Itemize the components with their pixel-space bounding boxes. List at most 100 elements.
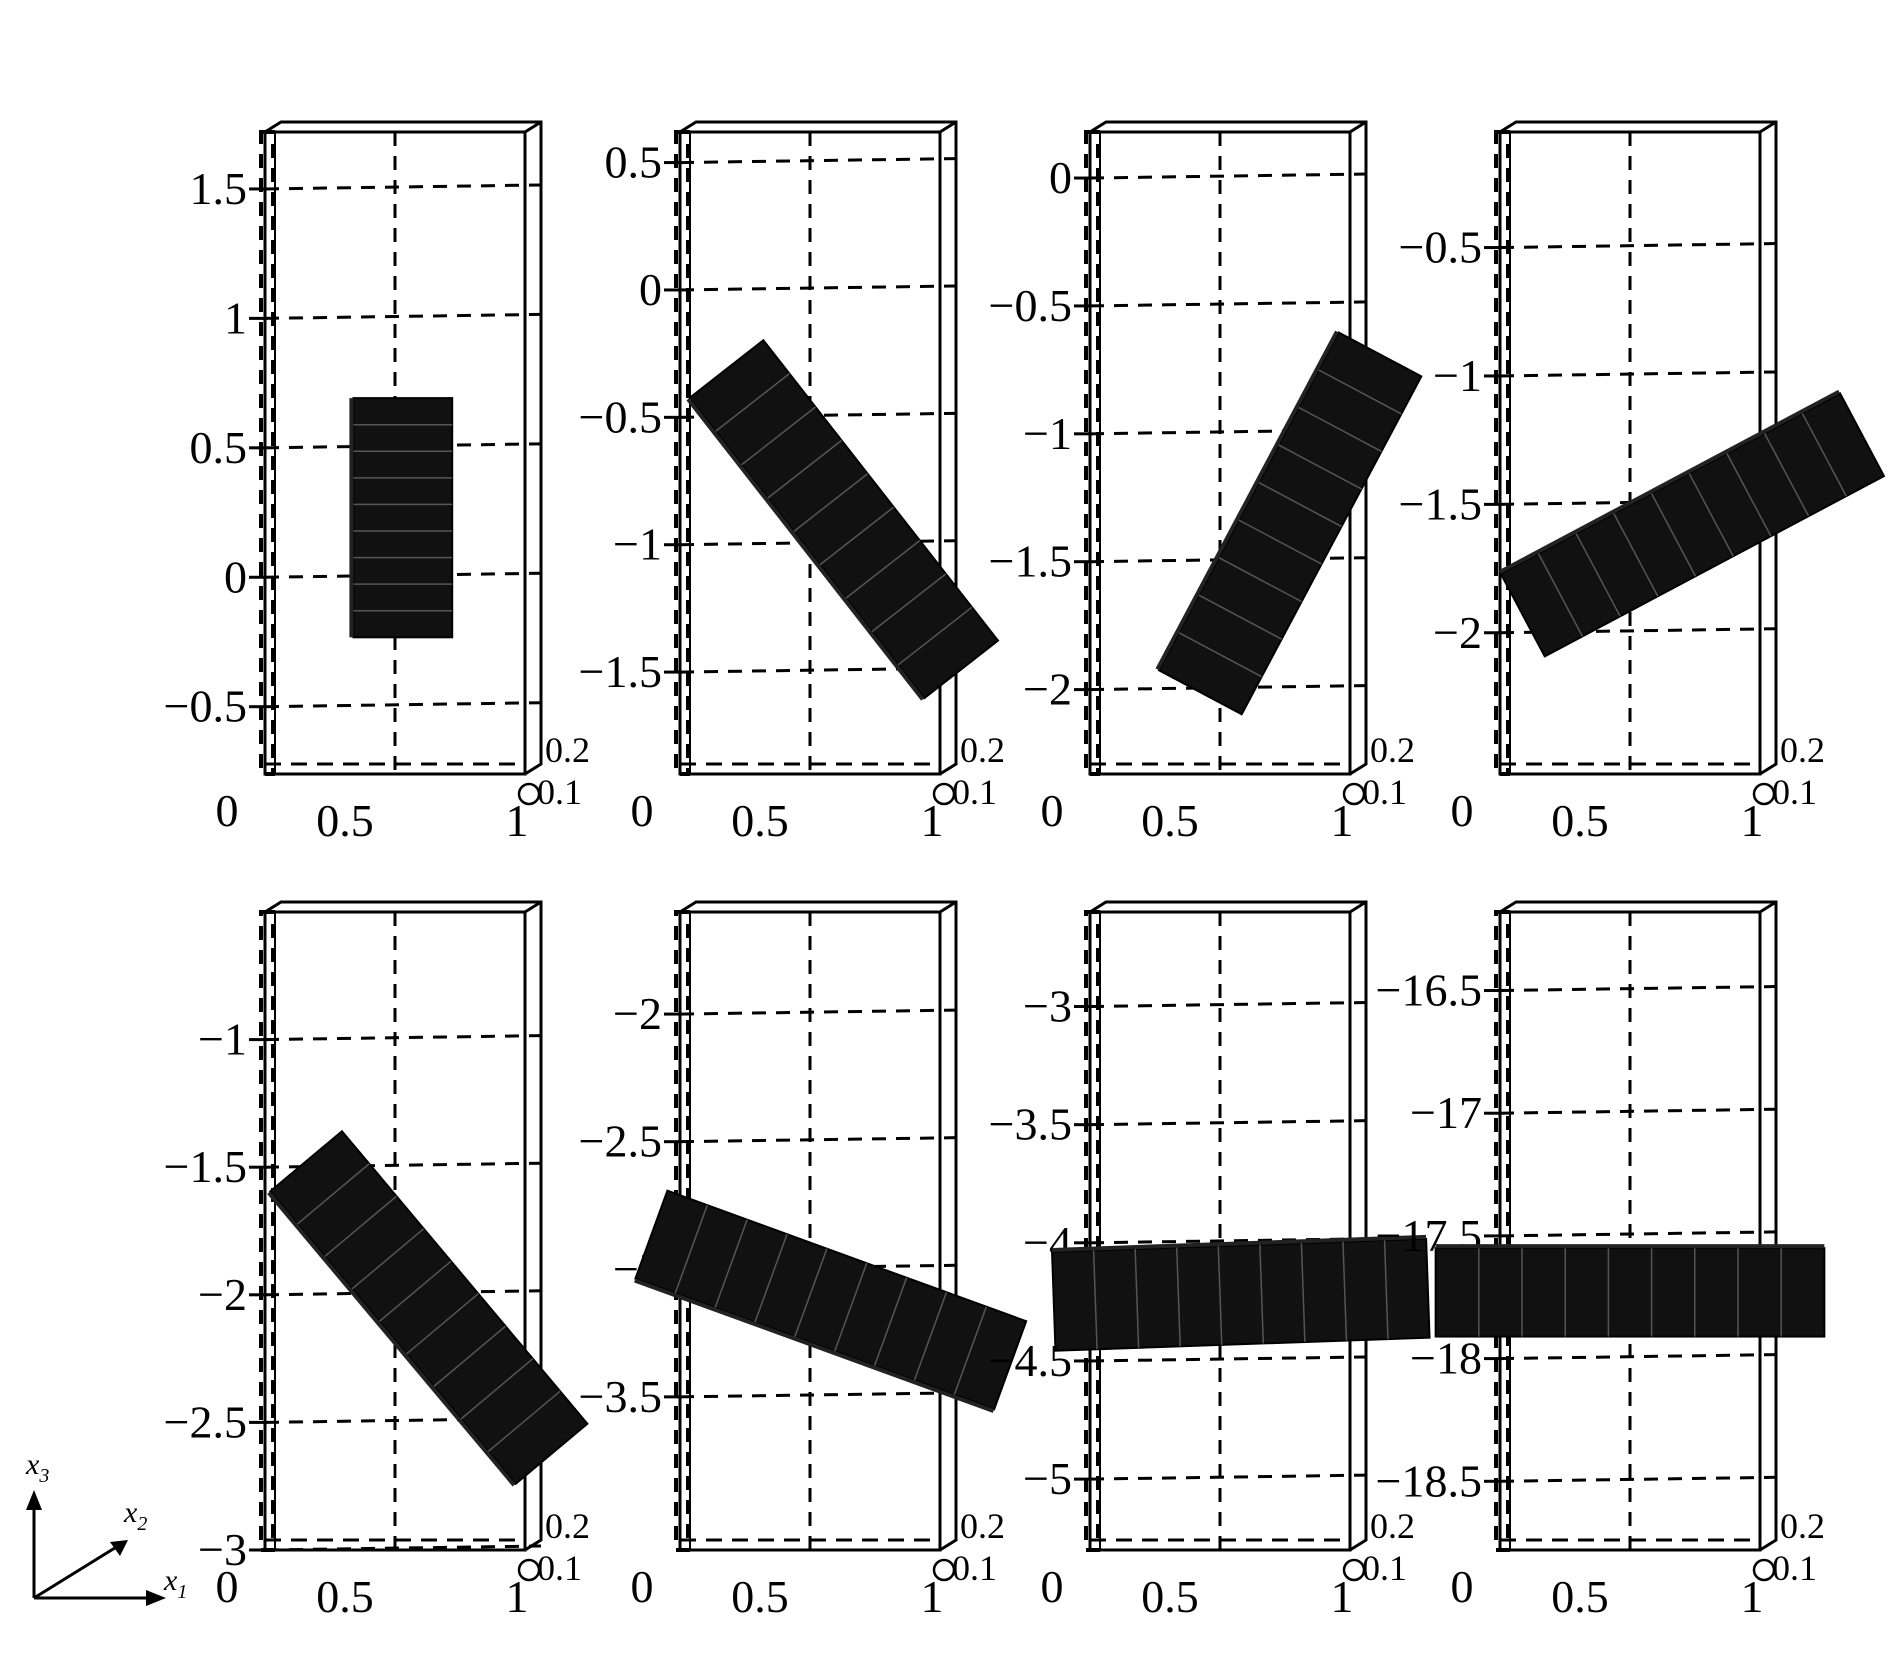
panel-6: −2−2.5−3−3.50 0.5 10.20.1 bbox=[579, 900, 1028, 1622]
y-tick-label: −17 bbox=[1410, 1087, 1482, 1138]
x2-axis-arrow bbox=[33, 1544, 119, 1600]
panel-2: 0.5 0 −0.5 −1 −1.5 0 0.5 1 0.20.1 bbox=[579, 120, 1005, 846]
x-tick-label: 1 bbox=[506, 1571, 529, 1622]
x-tick-label: 0.5 bbox=[316, 795, 374, 846]
y-tick-label: −3 bbox=[1023, 981, 1072, 1032]
body-rib bbox=[741, 406, 816, 466]
grid-horizontal bbox=[1499, 1475, 1777, 1483]
body-rib bbox=[1575, 533, 1621, 617]
depth-tick-label: 0.2 bbox=[545, 1506, 590, 1546]
floating-body bbox=[267, 1129, 589, 1487]
y-tick-label: 1.5 bbox=[190, 163, 248, 214]
y-tick-label: −2 bbox=[198, 1269, 247, 1320]
x-tick-label: 0 bbox=[216, 1561, 239, 1612]
left-wall bbox=[1494, 910, 1510, 1552]
grid-horizontal bbox=[679, 1008, 957, 1016]
y-tick-label: 0 bbox=[1049, 152, 1072, 203]
body-rib bbox=[1198, 594, 1282, 640]
body-rib bbox=[1801, 413, 1847, 497]
y-tick-label: −1 bbox=[613, 519, 662, 570]
depth-tick-label: 0.1 bbox=[1362, 772, 1407, 812]
body-edge bbox=[267, 1191, 516, 1487]
depth-origin-marker bbox=[1342, 782, 1366, 806]
box-edge bbox=[1759, 120, 1777, 134]
floating-body bbox=[1434, 1244, 1826, 1338]
x-tick-label: 0.5 bbox=[1551, 795, 1609, 846]
body-rib bbox=[794, 1248, 828, 1337]
body-rib bbox=[754, 1233, 788, 1323]
depth-origin-marker bbox=[1752, 1558, 1776, 1582]
depth-tick-label: 0.1 bbox=[952, 772, 997, 812]
body-rib bbox=[793, 473, 869, 532]
x-tick-label: 0 bbox=[1451, 1561, 1474, 1612]
body-rib bbox=[1613, 513, 1659, 597]
body-rib bbox=[1763, 433, 1810, 517]
body-rib bbox=[897, 606, 973, 666]
depth-tick-label: 0.2 bbox=[960, 1506, 1005, 1546]
grid-horizontal bbox=[264, 1034, 542, 1042]
x-tick-label: 1 bbox=[921, 795, 944, 846]
depth-origin-marker bbox=[932, 782, 956, 806]
body-shape bbox=[688, 338, 1000, 700]
x-tick-label: 0 bbox=[1451, 785, 1474, 836]
x3-arrowhead bbox=[26, 1490, 42, 1510]
depth-tick-label: 0.2 bbox=[1370, 730, 1415, 770]
body-shape bbox=[1499, 392, 1886, 658]
y-tick-label: −2 bbox=[613, 988, 662, 1039]
grid-horizontal bbox=[1499, 1107, 1777, 1115]
y-tick-label: −3 bbox=[198, 1524, 247, 1575]
y-tick-label: 0 bbox=[639, 264, 662, 315]
body-rib bbox=[378, 1260, 452, 1322]
body-rib bbox=[1238, 519, 1322, 565]
depth-tick-label: 0.1 bbox=[952, 1548, 997, 1588]
box-edge bbox=[524, 900, 542, 914]
y-tick-label: −1 bbox=[1023, 408, 1072, 459]
y-tick-label: −0.5 bbox=[1399, 222, 1482, 273]
y-tick-label: −0.5 bbox=[989, 280, 1072, 331]
depth-tick-label: 0.1 bbox=[1772, 772, 1817, 812]
body-rib bbox=[1318, 369, 1402, 415]
body-rib bbox=[1134, 1249, 1140, 1348]
body-rib bbox=[871, 573, 947, 633]
body-shape bbox=[1051, 1237, 1431, 1352]
left-wall bbox=[259, 910, 275, 1552]
floating-body bbox=[686, 338, 1000, 701]
left-wall bbox=[674, 130, 690, 776]
body-rib bbox=[953, 1306, 988, 1395]
body-rib bbox=[1300, 1243, 1306, 1343]
y-tick-label: 1 bbox=[224, 292, 247, 343]
grid-horizontal bbox=[1499, 1353, 1777, 1361]
body-edge bbox=[1435, 1244, 1825, 1249]
grid-horizontal bbox=[1499, 1230, 1777, 1238]
panel-7: −3−3.5−4−4.5−50 0.5 10.20.1 bbox=[989, 900, 1431, 1622]
box-edge bbox=[1349, 120, 1367, 134]
x-tick-label: 1 bbox=[506, 795, 529, 846]
depth-tick-label: 0.2 bbox=[1780, 730, 1825, 770]
body-shape bbox=[1157, 331, 1423, 716]
y-tick-label: 0.5 bbox=[605, 137, 663, 188]
depth-tick-label: 0.1 bbox=[1362, 1548, 1407, 1588]
body-rib bbox=[715, 373, 790, 432]
body-rib bbox=[297, 1163, 370, 1225]
axis-label: x3 bbox=[25, 1448, 49, 1487]
body-rib bbox=[324, 1195, 397, 1257]
body-rib bbox=[767, 439, 843, 499]
x-tick-label: 1 bbox=[1741, 1571, 1764, 1622]
grid-horizontal bbox=[1089, 172, 1367, 180]
y-tick-label: −1.5 bbox=[1399, 478, 1482, 529]
y-tick-label: −3.5 bbox=[579, 1371, 662, 1422]
y-tick-label: 0 bbox=[224, 551, 247, 602]
y-tick-label: −5 bbox=[1023, 1453, 1072, 1504]
grid-horizontal bbox=[264, 312, 542, 320]
depth-tick-label: 0.1 bbox=[1772, 1548, 1817, 1588]
grid-horizontal bbox=[679, 1136, 957, 1144]
floating-body bbox=[349, 397, 454, 639]
body-rib bbox=[1259, 1244, 1265, 1344]
y-tick-label: −2.5 bbox=[579, 1116, 662, 1167]
grid-horizontal bbox=[1089, 1119, 1367, 1127]
axis-label: x1 bbox=[163, 1564, 187, 1603]
panel-4: −0.5 −1 −1.5 −2 0 0.5 1 0.20.1 bbox=[1399, 120, 1886, 846]
body-rib bbox=[1383, 1240, 1389, 1340]
panel-1: 1.5 1 0.5 0 −0.5 0 0.5 1 0.20.1 bbox=[164, 120, 590, 846]
depth-origin-marker bbox=[517, 782, 541, 806]
